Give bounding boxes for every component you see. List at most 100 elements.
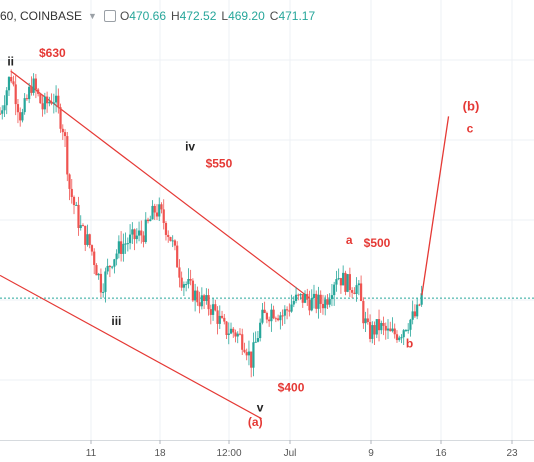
x-tick-label: 16 xyxy=(435,448,447,459)
candle-body xyxy=(191,280,194,301)
candle-body xyxy=(344,272,347,292)
candle-body xyxy=(137,230,141,236)
candle-body xyxy=(146,219,150,222)
wave-label: ii xyxy=(7,54,14,68)
candle-body xyxy=(301,293,304,303)
ohlc-key: C xyxy=(269,9,279,23)
x-tick-label: 9 xyxy=(368,448,374,459)
candle-body xyxy=(250,351,253,368)
candle-body xyxy=(290,304,293,312)
candle-body xyxy=(292,300,295,305)
x-tick-label: 18 xyxy=(154,448,166,459)
candle-body xyxy=(66,136,69,175)
ohlc-value: 472.52 xyxy=(179,9,217,23)
candle-body xyxy=(321,303,325,309)
candle-body xyxy=(375,319,378,335)
candle-body xyxy=(54,95,58,103)
x-axis: 11 18 12:00 Jul 9 16 23 xyxy=(0,440,534,459)
candle-body xyxy=(70,188,73,197)
candle-body xyxy=(196,290,199,303)
candle-body xyxy=(131,229,134,235)
channel-line xyxy=(0,274,262,420)
chevron-down-icon[interactable]: ▼ xyxy=(88,11,97,21)
checkbox-icon[interactable] xyxy=(103,10,116,22)
candle-body xyxy=(39,93,42,104)
candle-body xyxy=(14,84,17,105)
candle-body xyxy=(339,278,343,286)
candle-body xyxy=(400,337,403,339)
ohlc-key: H xyxy=(171,9,180,23)
wave-label: v xyxy=(257,401,264,415)
candle-body xyxy=(135,235,138,240)
candle-body xyxy=(182,284,186,288)
candle-body xyxy=(23,98,26,113)
candle-body xyxy=(272,309,275,319)
wave-label: iii xyxy=(111,314,121,328)
candle-body xyxy=(306,293,309,300)
x-tick-label: 23 xyxy=(506,448,518,459)
candle-body xyxy=(0,113,2,115)
candle-body xyxy=(364,318,367,324)
candle-body xyxy=(303,293,307,303)
x-tick-label: Jul xyxy=(284,448,297,459)
candle-body xyxy=(416,304,419,317)
wave-label: $550 xyxy=(206,156,233,170)
candle-body xyxy=(382,322,385,326)
candle-body xyxy=(299,293,302,296)
symbol-label[interactable]: 60, COINBASE xyxy=(0,9,83,23)
candle-body xyxy=(317,294,320,309)
candle-body xyxy=(189,278,192,281)
candle-body xyxy=(106,265,109,272)
candle-body xyxy=(180,277,183,288)
candle-body xyxy=(277,318,280,321)
candle-body xyxy=(128,234,132,244)
projection-line xyxy=(421,116,450,296)
candle-body xyxy=(209,309,212,315)
candle-body xyxy=(160,204,163,210)
candle-body xyxy=(140,230,143,236)
candle-body xyxy=(45,96,49,104)
candle-body xyxy=(21,112,24,121)
candle-body xyxy=(326,299,329,305)
candle-body xyxy=(30,86,33,93)
candle-body xyxy=(297,294,300,296)
candle-body xyxy=(50,101,53,104)
ohlc-key: L xyxy=(221,9,229,23)
candle-body xyxy=(312,293,316,298)
candle-body xyxy=(57,95,60,108)
candle-body xyxy=(48,101,51,104)
candle-body xyxy=(187,278,190,285)
candle-body xyxy=(178,267,181,278)
candle-body xyxy=(117,241,120,254)
candle-body xyxy=(52,102,55,104)
candle-body xyxy=(34,78,37,90)
candle-body xyxy=(171,240,174,242)
candle-body xyxy=(404,329,408,331)
candle-body xyxy=(32,78,35,93)
candle-body xyxy=(124,243,127,245)
candle-body xyxy=(351,290,354,293)
candle-body xyxy=(90,245,94,252)
candle-body xyxy=(63,132,67,137)
candle-body xyxy=(153,205,156,213)
candle-body xyxy=(398,337,401,341)
candle-body xyxy=(142,235,145,243)
candle-body xyxy=(236,333,239,337)
candle-body xyxy=(386,328,390,331)
candle-body xyxy=(19,112,22,121)
candle-body xyxy=(373,325,376,335)
x-tick-label: 11 xyxy=(86,448,97,459)
candle-body xyxy=(10,77,13,82)
candle-body xyxy=(389,328,392,332)
symbol-header: 60, COINBASE ▼ O470.66 H472.52 L469.20 C… xyxy=(0,6,315,26)
ohlc-value: 470.66 xyxy=(129,9,166,23)
candle-body xyxy=(333,284,336,296)
candle-body xyxy=(108,265,111,268)
candle-body xyxy=(77,204,80,229)
candle-body xyxy=(359,283,363,302)
candle-body xyxy=(265,312,268,320)
candle-body xyxy=(113,259,116,267)
candle-body xyxy=(12,81,15,85)
candle-body xyxy=(61,128,64,133)
